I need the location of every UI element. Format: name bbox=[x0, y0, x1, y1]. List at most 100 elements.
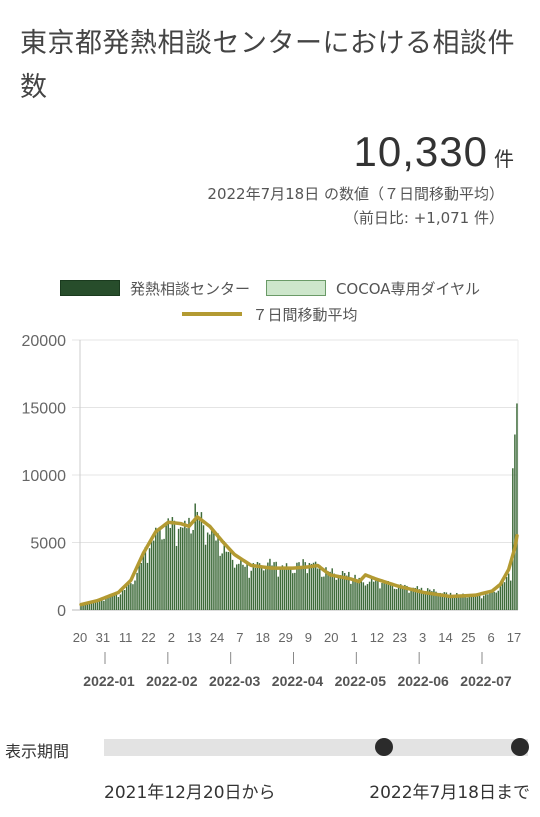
x-month-tick-label: 2022-04 bbox=[272, 673, 324, 689]
bar-center bbox=[238, 563, 240, 610]
bar-center bbox=[445, 592, 448, 610]
bar-center bbox=[431, 591, 433, 610]
bar-center bbox=[381, 583, 383, 610]
moving-average-path bbox=[79, 515, 519, 607]
y-tick-label: 5000 bbox=[30, 536, 66, 553]
x-month-tick-label: 2022-03 bbox=[209, 673, 261, 689]
bar-center bbox=[171, 517, 174, 610]
bar-center bbox=[92, 600, 95, 610]
bar-center bbox=[483, 595, 485, 610]
legend-item-center[interactable]: 発熱相談センター bbox=[59, 278, 250, 299]
bar-center bbox=[258, 563, 261, 610]
x-day-tick-label: 14 bbox=[438, 630, 452, 645]
bar-center bbox=[443, 592, 446, 610]
bar-center bbox=[289, 566, 292, 610]
bar-center bbox=[221, 553, 223, 610]
bar-center bbox=[437, 595, 439, 610]
bar-center bbox=[94, 601, 97, 610]
bar-center bbox=[111, 595, 113, 610]
bar-center bbox=[341, 570, 344, 610]
bar-center bbox=[219, 555, 221, 610]
period-slider-end-handle[interactable] bbox=[511, 738, 529, 756]
bar-center bbox=[468, 596, 470, 610]
bar-center bbox=[262, 570, 265, 610]
x-axis-month-labels: 2022-01 2022-02 2022-03 2022-04 2022-05 2022-… bbox=[83, 652, 512, 689]
bar-center bbox=[410, 588, 412, 610]
bar-center bbox=[252, 563, 255, 610]
bar-center bbox=[325, 567, 327, 610]
bar-center bbox=[516, 403, 518, 610]
bar-center bbox=[375, 580, 377, 610]
bar-center bbox=[300, 565, 302, 610]
bar-center bbox=[184, 520, 186, 610]
bar-center bbox=[292, 573, 294, 610]
bar-center bbox=[88, 604, 91, 610]
bar-center bbox=[460, 594, 462, 610]
bar-center bbox=[495, 592, 497, 610]
bar-center bbox=[285, 563, 288, 610]
bar-center bbox=[372, 581, 375, 610]
bar-center bbox=[501, 581, 504, 610]
bar-center bbox=[115, 592, 118, 610]
bar-center bbox=[402, 587, 404, 610]
bar-center bbox=[109, 595, 111, 610]
bar-center bbox=[491, 592, 493, 610]
legend-swatch-cocoa bbox=[265, 280, 326, 296]
period-slider-track[interactable] bbox=[104, 739, 528, 756]
period-slider-start-handle[interactable] bbox=[375, 738, 393, 756]
bar-center bbox=[169, 527, 172, 610]
page-title: 東京都発熱相談センターにおける相談件数 bbox=[20, 28, 515, 103]
bar-center bbox=[125, 585, 128, 610]
bar-center bbox=[485, 592, 487, 610]
bar-center bbox=[393, 588, 396, 610]
bar-center bbox=[331, 568, 333, 610]
bar-center bbox=[273, 562, 275, 610]
bar-center bbox=[424, 592, 427, 610]
legend-item-cocoa[interactable]: COCOA専用ダイヤル bbox=[265, 278, 481, 299]
bar-center bbox=[323, 576, 325, 610]
period-from-date: 2021年12月20日から bbox=[104, 783, 276, 803]
bar-center bbox=[449, 592, 452, 610]
x-day-tick-label: 11 bbox=[119, 630, 133, 645]
chart-bars bbox=[80, 403, 518, 610]
bar-center bbox=[227, 551, 230, 610]
bar-center bbox=[244, 566, 246, 610]
bar-center bbox=[117, 597, 120, 610]
day-over-day-note: （前日比: +1,071 件） bbox=[343, 209, 504, 227]
legend-label-moving-average: ７日間移動平均 bbox=[252, 305, 358, 324]
bar-center bbox=[215, 540, 217, 610]
bar-center bbox=[146, 562, 149, 610]
bar-center bbox=[314, 561, 317, 610]
x-day-tick-label: 24 bbox=[210, 630, 224, 645]
bar-center bbox=[343, 573, 346, 610]
x-month-tick-label: 2022-01 bbox=[83, 673, 135, 689]
value-date-note: 2022年7月18日 の数値（７日間移動平均） bbox=[207, 185, 504, 203]
x-day-tick-label: 20 bbox=[73, 630, 87, 645]
x-day-tick-label: 7 bbox=[236, 630, 243, 645]
bar-center bbox=[395, 589, 398, 610]
bar-center bbox=[464, 595, 466, 610]
x-day-tick-label: 18 bbox=[256, 630, 270, 645]
bar-center bbox=[209, 534, 211, 610]
legend-label-cocoa: COCOA専用ダイヤル bbox=[335, 279, 481, 298]
bar-center bbox=[177, 528, 180, 610]
current-value-unit: 件 bbox=[494, 147, 514, 171]
x-day-tick-label: 1 bbox=[350, 630, 357, 645]
bar-center bbox=[346, 575, 348, 610]
current-value-number: 10,330 bbox=[353, 128, 488, 175]
bar-center bbox=[105, 598, 107, 610]
bar-center bbox=[441, 593, 443, 610]
bar-center bbox=[412, 587, 414, 610]
bar-center bbox=[439, 592, 441, 610]
bar-center bbox=[229, 551, 232, 610]
y-tick-label: 0 bbox=[57, 603, 66, 620]
bar-center bbox=[248, 577, 250, 610]
bar-center bbox=[140, 563, 142, 610]
bar-center bbox=[265, 569, 267, 610]
bar-center bbox=[256, 561, 259, 610]
bar-center bbox=[368, 581, 371, 610]
bar-center bbox=[377, 578, 379, 610]
bar-center bbox=[302, 559, 304, 610]
legend-item-moving-average[interactable]: ７日間移動平均 bbox=[182, 304, 358, 325]
bar-center bbox=[119, 594, 122, 610]
